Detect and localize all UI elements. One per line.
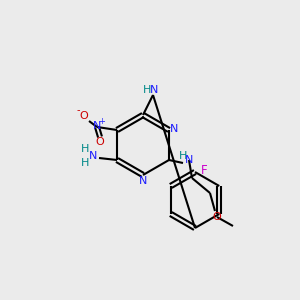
Text: O: O xyxy=(213,212,221,222)
Text: N: N xyxy=(185,155,193,165)
Text: O: O xyxy=(96,137,104,147)
Text: H: H xyxy=(179,151,187,161)
Text: O: O xyxy=(80,111,88,121)
Text: N: N xyxy=(89,151,97,161)
Text: N: N xyxy=(170,124,178,134)
Text: H: H xyxy=(81,144,89,154)
Text: H: H xyxy=(81,158,89,168)
Text: F: F xyxy=(201,164,207,176)
Text: N: N xyxy=(93,121,101,131)
Text: -: - xyxy=(76,105,80,115)
Text: N: N xyxy=(150,85,158,95)
Text: N: N xyxy=(139,176,147,186)
Text: H: H xyxy=(143,85,151,95)
Text: +: + xyxy=(99,116,106,125)
